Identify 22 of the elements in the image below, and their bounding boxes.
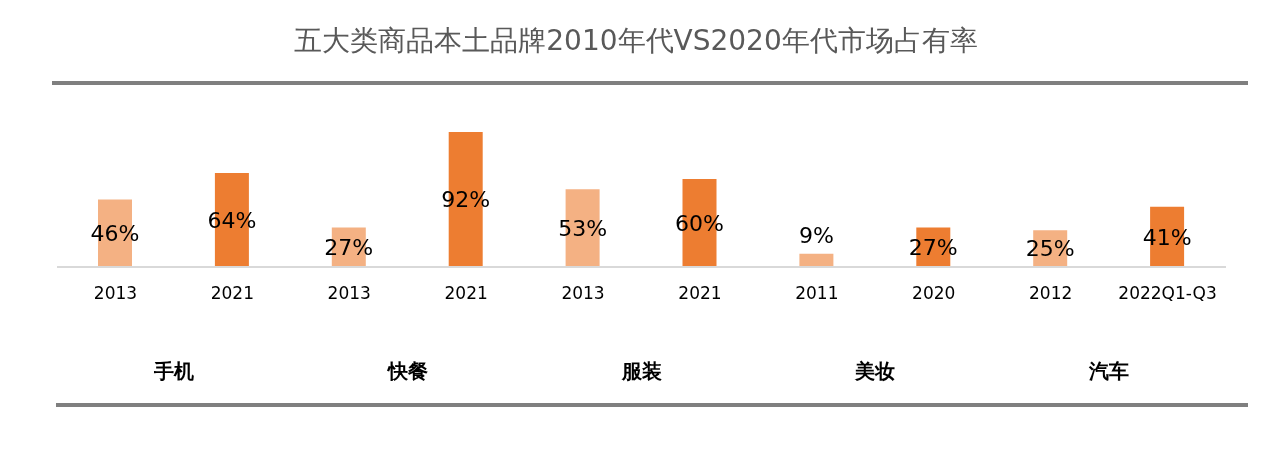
data-label: 27% — [324, 234, 374, 260]
text: 快餐 — [386, 358, 429, 385]
text: 汽车 — [1088, 358, 1131, 385]
bar — [799, 253, 834, 267]
text: 手机 — [152, 358, 195, 385]
chart-title: 五大类商品本土品牌2010年代VS2020年代市场占有率 — [293, 23, 979, 59]
text: 服装 — [620, 358, 663, 385]
data-label: 25% — [1025, 236, 1075, 262]
text: 美妆 — [854, 358, 897, 385]
x-tick-label: 2020 — [912, 283, 956, 304]
data-label: 53% — [558, 215, 608, 241]
x-tick-label: 2012 — [1029, 283, 1073, 304]
x-tick-label: 2013 — [93, 283, 138, 304]
data-label: 9% — [798, 223, 834, 249]
x-tick-label: 2013 — [561, 283, 605, 304]
x-tick-label: 2022Q1-Q3 — [1118, 283, 1217, 304]
x-tick-label: 2021 — [444, 283, 488, 304]
x-tick-label: 2013 — [327, 283, 371, 304]
x-tick-label: 2021 — [210, 283, 254, 304]
x-tick-label: 2021 — [678, 283, 722, 304]
data-label: 46% — [90, 220, 140, 246]
x-tick-label: 2011 — [795, 283, 839, 304]
